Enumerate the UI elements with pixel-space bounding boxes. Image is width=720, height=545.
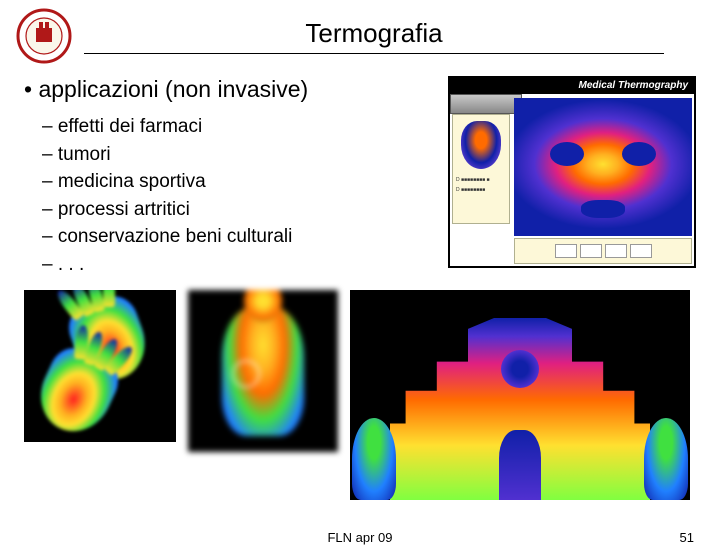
list-item: tumori — [60, 141, 436, 169]
list-item: . . . — [60, 251, 436, 279]
slide-title: Termografia — [84, 18, 664, 49]
tree-icon — [644, 418, 688, 500]
hand-shape-icon — [28, 341, 125, 442]
text-column: applicazioni (non invasive) effetti dei … — [32, 76, 436, 278]
thermal-face-image — [514, 98, 692, 236]
sidebar-text: D ■■■■■■■■ ■ — [453, 175, 509, 185]
roi-circle-icon — [232, 360, 260, 388]
slide-header: Termografia — [0, 0, 720, 64]
bullet-heading: applicazioni (non invasive) — [24, 76, 436, 103]
face-eye-icon — [550, 142, 584, 166]
face-mouth-icon — [581, 200, 625, 218]
sidebar-thumbnail-icon — [461, 121, 501, 169]
thermal-body-image — [188, 290, 338, 452]
cathedral-door-icon — [499, 430, 541, 500]
head-shape-icon — [244, 290, 282, 322]
panel-toolbar — [450, 94, 522, 114]
list-item: effetti dei farmaci — [60, 113, 436, 141]
content-row: applicazioni (non invasive) effetti dei … — [0, 64, 720, 278]
title-underline: Termografia — [84, 18, 664, 54]
thermal-cathedral-image — [350, 290, 690, 500]
medical-thermography-panel: Medical Thermography D ■■■■■■■■ ■ D ■■■■… — [448, 76, 696, 268]
footer-text: FLN apr 09 — [327, 530, 392, 545]
sidebar-text: D ■■■■■■■■ — [453, 185, 509, 195]
image-row — [24, 290, 696, 500]
university-seal-icon — [16, 8, 72, 64]
rose-window-icon — [501, 350, 539, 388]
panel-title-bar: Medical Thermography — [450, 78, 694, 94]
list-item: conservazione beni culturali — [60, 223, 436, 251]
control-box — [580, 244, 602, 258]
control-box — [605, 244, 627, 258]
face-eye-icon — [622, 142, 656, 166]
list-item: processi artritici — [60, 196, 436, 224]
tree-icon — [352, 418, 396, 500]
page-number: 51 — [680, 530, 694, 545]
list-item: medicina sportiva — [60, 168, 436, 196]
control-box — [630, 244, 652, 258]
panel-bottom-controls — [514, 238, 692, 264]
control-box — [555, 244, 577, 258]
panel-sidebar: D ■■■■■■■■ ■ D ■■■■■■■■ — [452, 114, 510, 224]
thermal-hands-image — [24, 290, 176, 442]
bullet-list: effetti dei farmaci tumori medicina spor… — [32, 113, 436, 278]
